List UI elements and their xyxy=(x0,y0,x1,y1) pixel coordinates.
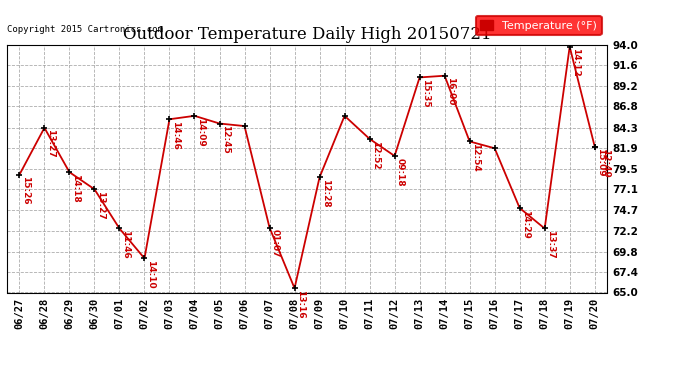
Text: Copyright 2015 Cartronics.com: Copyright 2015 Cartronics.com xyxy=(7,25,163,34)
Text: 12:49: 12:49 xyxy=(601,149,610,178)
Text: 13:27: 13:27 xyxy=(96,191,105,220)
Text: 09:18: 09:18 xyxy=(396,158,405,186)
Text: 14:10: 14:10 xyxy=(146,260,155,289)
Text: 14:09: 14:09 xyxy=(196,117,205,146)
Text: 13:37: 13:37 xyxy=(546,230,555,259)
Text: 12:54: 12:54 xyxy=(471,143,480,172)
Text: 16:00: 16:00 xyxy=(446,77,455,106)
Text: 14:46: 14:46 xyxy=(170,121,179,150)
Text: 14:12: 14:12 xyxy=(571,48,580,77)
Text: 12:52: 12:52 xyxy=(371,141,380,169)
Text: 12:45: 12:45 xyxy=(221,125,230,154)
Text: 14:18: 14:18 xyxy=(70,174,79,202)
Text: 12:28: 12:28 xyxy=(321,179,330,208)
Text: 15:35: 15:35 xyxy=(421,79,430,108)
Text: 11:46: 11:46 xyxy=(121,230,130,259)
Legend: Temperature (°F): Temperature (°F) xyxy=(475,16,602,35)
Text: 13:27: 13:27 xyxy=(46,129,55,158)
Text: 14:29: 14:29 xyxy=(521,210,530,238)
Title: Outdoor Temperature Daily High 20150721: Outdoor Temperature Daily High 20150721 xyxy=(123,27,491,44)
Text: 15:26: 15:26 xyxy=(21,176,30,205)
Text: 01:07: 01:07 xyxy=(270,230,279,258)
Text: 13:16: 13:16 xyxy=(296,290,305,319)
Text: 15:09: 15:09 xyxy=(596,148,605,177)
